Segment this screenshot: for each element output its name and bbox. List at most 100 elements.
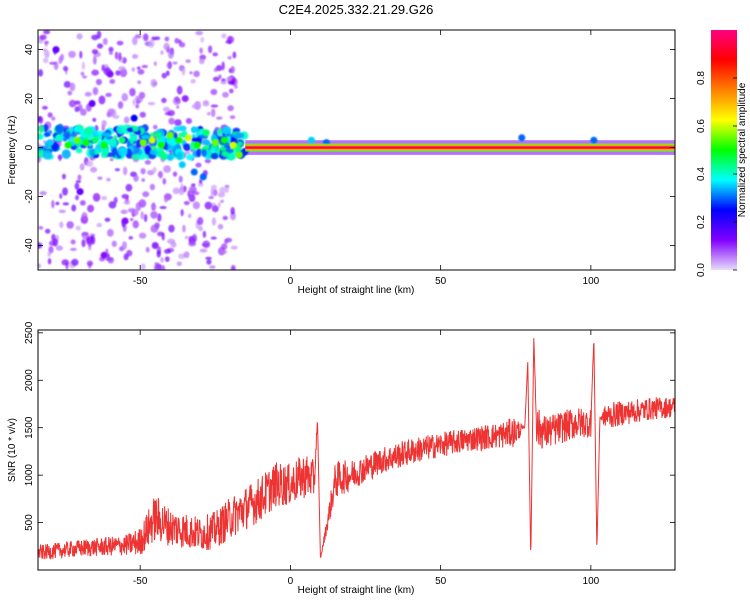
heatmap-cluster [210, 152, 219, 160]
x-tick-label: -50 [133, 576, 148, 587]
snr-frame [37, 329, 676, 571]
heatmap-cluster [113, 135, 118, 141]
heatmap-speckle [217, 223, 224, 230]
heatmap-cluster [226, 135, 232, 143]
heatmap-speckle [135, 202, 142, 212]
heatmap-cluster [168, 137, 178, 146]
heatmap-speckle [39, 190, 47, 196]
heatmap-blob [166, 131, 174, 139]
y-tick-label: 1500 [24, 416, 35, 439]
heatmap-speckle [87, 239, 93, 247]
heatmap-speckle [163, 42, 170, 51]
heatmap-speckle [62, 202, 70, 206]
heatmap-speckle [69, 82, 76, 92]
heatmap-speckle [225, 40, 232, 44]
heatmap-speckle [181, 68, 186, 76]
heatmap-speckle [222, 91, 229, 98]
heatmap-speckle [114, 51, 119, 60]
heatmap-speckle [47, 258, 52, 265]
heatmap-speckle [52, 238, 58, 247]
heatmap-speckle [139, 111, 146, 118]
heatmap-speckle [164, 197, 169, 203]
heatmap-blob [235, 151, 243, 159]
heatmap-speckle [141, 178, 145, 182]
heatmap-speckle [125, 183, 133, 192]
heatmap-blob [100, 251, 108, 259]
heatmap-speckle [131, 67, 136, 72]
heatmap-cluster [89, 148, 97, 157]
heatmap-speckle [80, 71, 85, 76]
heatmap-blob [178, 161, 186, 169]
heatmap-blob [106, 70, 114, 78]
heatmap-speckle [206, 259, 212, 265]
heatmap-cluster [75, 147, 83, 154]
heatmap-speckle [153, 263, 162, 270]
heatmap-speckle [210, 188, 214, 197]
heatmap-speckle [178, 175, 183, 183]
colorbar-ticks: 0.0 0.2 0.4 0.6 0.8 [696, 71, 737, 277]
colorbar-tick-label: 0.2 [696, 215, 707, 229]
heatmap-blob [139, 139, 147, 147]
heatmap-speckle [39, 34, 47, 41]
heatmap-speckle [129, 87, 136, 97]
heatmap-speckle [101, 196, 108, 201]
heatmap-speckle [202, 230, 207, 238]
heatmap-blob [518, 134, 526, 142]
heatmap-speckle [51, 116, 56, 121]
heatmap-speckle [160, 256, 164, 263]
heatmap-speckle [87, 204, 95, 213]
y-tick-label: 500 [24, 514, 35, 531]
heatmap-cluster [201, 138, 210, 145]
heatmap-blob [229, 141, 237, 149]
heatmap-blob [220, 136, 228, 144]
snr-series-line [38, 338, 675, 560]
heatmap-speckle [167, 50, 174, 59]
heatmap-blob [211, 205, 219, 213]
heatmap-speckle [227, 105, 234, 112]
heatmap-speckle [59, 193, 63, 199]
heatmap-speckle [118, 66, 126, 71]
heatmap-speckle [137, 69, 145, 75]
heatmap-speckle [76, 33, 83, 40]
heatmap-speckle [164, 36, 170, 42]
heatmap-speckle [168, 224, 175, 233]
spectrogram-y-ticks: 40 20 0 -20 -40 [24, 44, 675, 253]
heatmap-speckle [91, 49, 99, 55]
heatmap-speckle [70, 239, 76, 245]
heatmap-speckle [151, 202, 156, 211]
heatmap-speckle [81, 232, 89, 240]
heatmap-speckle [108, 51, 113, 55]
heatmap-cluster [217, 127, 222, 134]
heatmap-speckle [119, 68, 128, 78]
heatmap-speckle [130, 217, 134, 222]
y-tick-label: 1000 [24, 464, 35, 487]
snr-y-ticks: 500 1000 1500 2000 2500 [24, 321, 675, 531]
heatmap-speckle [141, 64, 148, 69]
heatmap-speckle [232, 51, 237, 59]
x-tick-label: 0 [288, 576, 294, 587]
heatmap-speckle [220, 199, 224, 203]
heatmap-speckle [210, 108, 216, 118]
heatmap-speckle [79, 108, 87, 116]
heatmap-cluster [117, 146, 128, 157]
snr-y-axis-label: SNR (10 * v/v) [7, 418, 18, 482]
heatmap-speckle [152, 124, 158, 130]
heatmap-speckle [131, 36, 138, 46]
heatmap-speckle [132, 98, 136, 106]
heatmap-speckle [229, 115, 236, 120]
heatmap-speckle [79, 200, 86, 206]
heatmap-speckle [68, 99, 77, 108]
spectrogram-y-axis-label: Frequency (Hz) [7, 116, 18, 185]
heatmap-blob [151, 242, 159, 250]
heatmap-cluster [232, 127, 241, 134]
heatmap-speckle [212, 76, 220, 82]
heatmap-speckle [213, 67, 218, 72]
heatmap-cluster [38, 125, 45, 134]
heatmap-speckle [85, 160, 94, 167]
heatmap-cluster [51, 141, 60, 152]
heatmap-speckle [170, 241, 177, 248]
heatmap-cluster [183, 143, 191, 151]
heatmap-cluster [132, 126, 140, 133]
heatmap-speckle [148, 39, 155, 48]
